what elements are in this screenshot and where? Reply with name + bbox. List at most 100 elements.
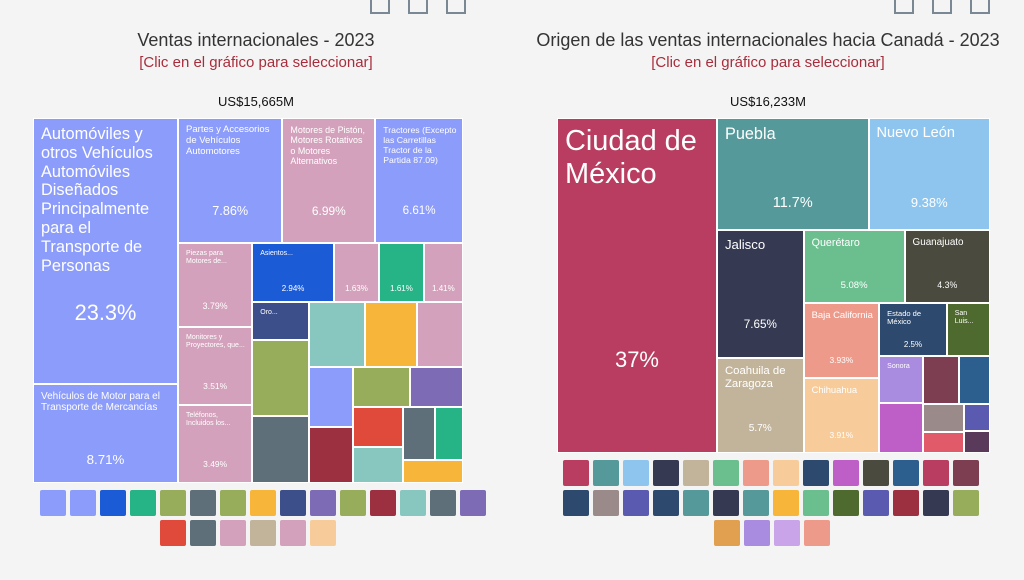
chart-subtitle[interactable]: [Clic en el gráfico para seleccionar] [139, 54, 373, 71]
filter-icon[interactable] [683, 460, 709, 486]
filter-icon[interactable] [563, 490, 589, 516]
treemap-tile[interactable]: Jalisco 7.65% [716, 229, 804, 358]
treemap-tile[interactable]: Motores de Pistón, Motores Rotativos o M… [282, 118, 376, 243]
filter-icon[interactable] [220, 490, 246, 516]
treemap-tile[interactable] [308, 426, 353, 483]
treemap-tile[interactable]: Querétaro 5.08% [803, 229, 905, 303]
treemap-tile[interactable]: Baja California 3.93% [803, 302, 880, 379]
treemap-tile[interactable] [963, 431, 990, 453]
filter-icon[interactable] [130, 490, 156, 516]
filter-icon[interactable] [160, 490, 186, 516]
filter-icon[interactable] [430, 490, 456, 516]
treemap-tile[interactable]: Automóviles y otros Vehículos Automóvile… [33, 118, 179, 384]
treemap-tile[interactable]: Tractores (Excepto las Carretillas Tract… [375, 118, 463, 243]
filter-icon[interactable] [833, 490, 859, 516]
filter-icon[interactable] [70, 490, 96, 516]
toolbar-button[interactable] [894, 0, 914, 14]
filter-icon[interactable] [773, 460, 799, 486]
filter-icon[interactable] [774, 520, 800, 546]
treemap-tile[interactable]: Nuevo León 9.38% [868, 118, 990, 230]
filter-icon[interactable] [893, 460, 919, 486]
filter-icon[interactable] [743, 490, 769, 516]
treemap-tile[interactable] [365, 302, 417, 367]
treemap-tile[interactable]: Oro... [252, 302, 309, 341]
filter-icon[interactable] [160, 520, 186, 546]
toolbar-button[interactable] [408, 0, 428, 14]
filter-icon[interactable] [653, 460, 679, 486]
treemap-tile[interactable] [922, 356, 960, 404]
filter-icon[interactable] [370, 490, 396, 516]
toolbar-button[interactable] [370, 0, 390, 14]
treemap-tile[interactable]: San Luis... [946, 302, 990, 357]
filter-icon[interactable] [804, 520, 830, 546]
treemap-tile[interactable] [352, 446, 404, 483]
treemap-tile[interactable] [434, 407, 463, 460]
filter-icon[interactable] [713, 490, 739, 516]
filter-icon[interactable] [803, 460, 829, 486]
treemap-tile[interactable]: Piezas para Motores de... 3.79% [178, 242, 253, 327]
treemap-tile[interactable] [922, 403, 964, 432]
filter-icon[interactable] [310, 490, 336, 516]
filter-icon[interactable] [953, 460, 979, 486]
filter-icon[interactable] [220, 520, 246, 546]
treemap-tile[interactable]: Coahuila de Zaragoza 5.7% [716, 357, 804, 453]
filter-icon[interactable] [400, 490, 426, 516]
treemap-tile[interactable] [963, 403, 990, 432]
filter-icon[interactable] [714, 520, 740, 546]
filter-icon[interactable] [250, 490, 276, 516]
treemap-tile[interactable]: Puebla 11.7% [716, 118, 869, 230]
treemap-tile[interactable]: Sonora [879, 356, 923, 403]
treemap-tile[interactable] [959, 356, 990, 404]
treemap-tile[interactable]: Vehículos de Motor para el Transporte de… [33, 383, 179, 483]
filter-icon[interactable] [683, 490, 709, 516]
filter-icon[interactable] [833, 460, 859, 486]
treemap-tile[interactable] [410, 366, 463, 408]
filter-icon[interactable] [923, 490, 949, 516]
filter-icon[interactable] [743, 460, 769, 486]
treemap-tile[interactable]: Ciudad de México 37% [557, 118, 717, 453]
filter-icon[interactable] [340, 490, 366, 516]
filter-icon[interactable] [593, 460, 619, 486]
treemap-tile[interactable]: Monitores y Proyectores, que... 3.51% [178, 327, 253, 406]
filter-icon[interactable] [923, 460, 949, 486]
chart-subtitle[interactable]: [Clic en el gráfico para seleccionar] [651, 54, 885, 71]
treemap-tile[interactable] [308, 302, 366, 367]
treemap-tile[interactable] [352, 366, 410, 408]
filter-icon[interactable] [593, 490, 619, 516]
treemap-tile[interactable] [252, 340, 309, 416]
filter-icon[interactable] [623, 460, 649, 486]
treemap-tile[interactable]: Teléfonos, Incluidos los... 3.49% [178, 405, 253, 483]
toolbar-button[interactable] [446, 0, 466, 14]
filter-icon[interactable] [563, 460, 589, 486]
treemap-tile[interactable] [922, 431, 964, 453]
filter-icon[interactable] [250, 520, 276, 546]
filter-icon[interactable] [40, 490, 66, 516]
filter-icon[interactable] [190, 490, 216, 516]
filter-icon[interactable] [100, 490, 126, 516]
treemap-tile[interactable]: 1.41% [423, 242, 463, 303]
toolbar-button[interactable] [932, 0, 952, 14]
treemap-tile[interactable] [308, 366, 353, 427]
treemap-tile[interactable]: Chihuahua 3.91% [803, 378, 880, 453]
filter-icon[interactable] [280, 490, 306, 516]
filter-icon[interactable] [653, 490, 679, 516]
treemap-tile[interactable] [352, 407, 404, 447]
filter-icon[interactable] [893, 490, 919, 516]
treemap-tile[interactable]: 1.61% [379, 242, 424, 303]
treemap-tile[interactable] [403, 459, 463, 483]
toolbar-button[interactable] [970, 0, 990, 14]
filter-icon[interactable] [310, 520, 336, 546]
treemap-tile[interactable] [403, 407, 435, 460]
filter-icon[interactable] [623, 490, 649, 516]
filter-icon[interactable] [953, 490, 979, 516]
filter-icon[interactable] [863, 490, 889, 516]
filter-icon[interactable] [773, 490, 799, 516]
filter-icon[interactable] [803, 490, 829, 516]
filter-icon[interactable] [190, 520, 216, 546]
treemap-tile[interactable]: Estado de México 2.5% [879, 302, 947, 357]
treemap-tile[interactable]: Guanajuato 4.3% [904, 229, 990, 303]
treemap-tile[interactable] [879, 402, 923, 453]
treemap-tile[interactable] [416, 302, 463, 367]
filter-icon[interactable] [863, 460, 889, 486]
filter-icon[interactable] [713, 460, 739, 486]
